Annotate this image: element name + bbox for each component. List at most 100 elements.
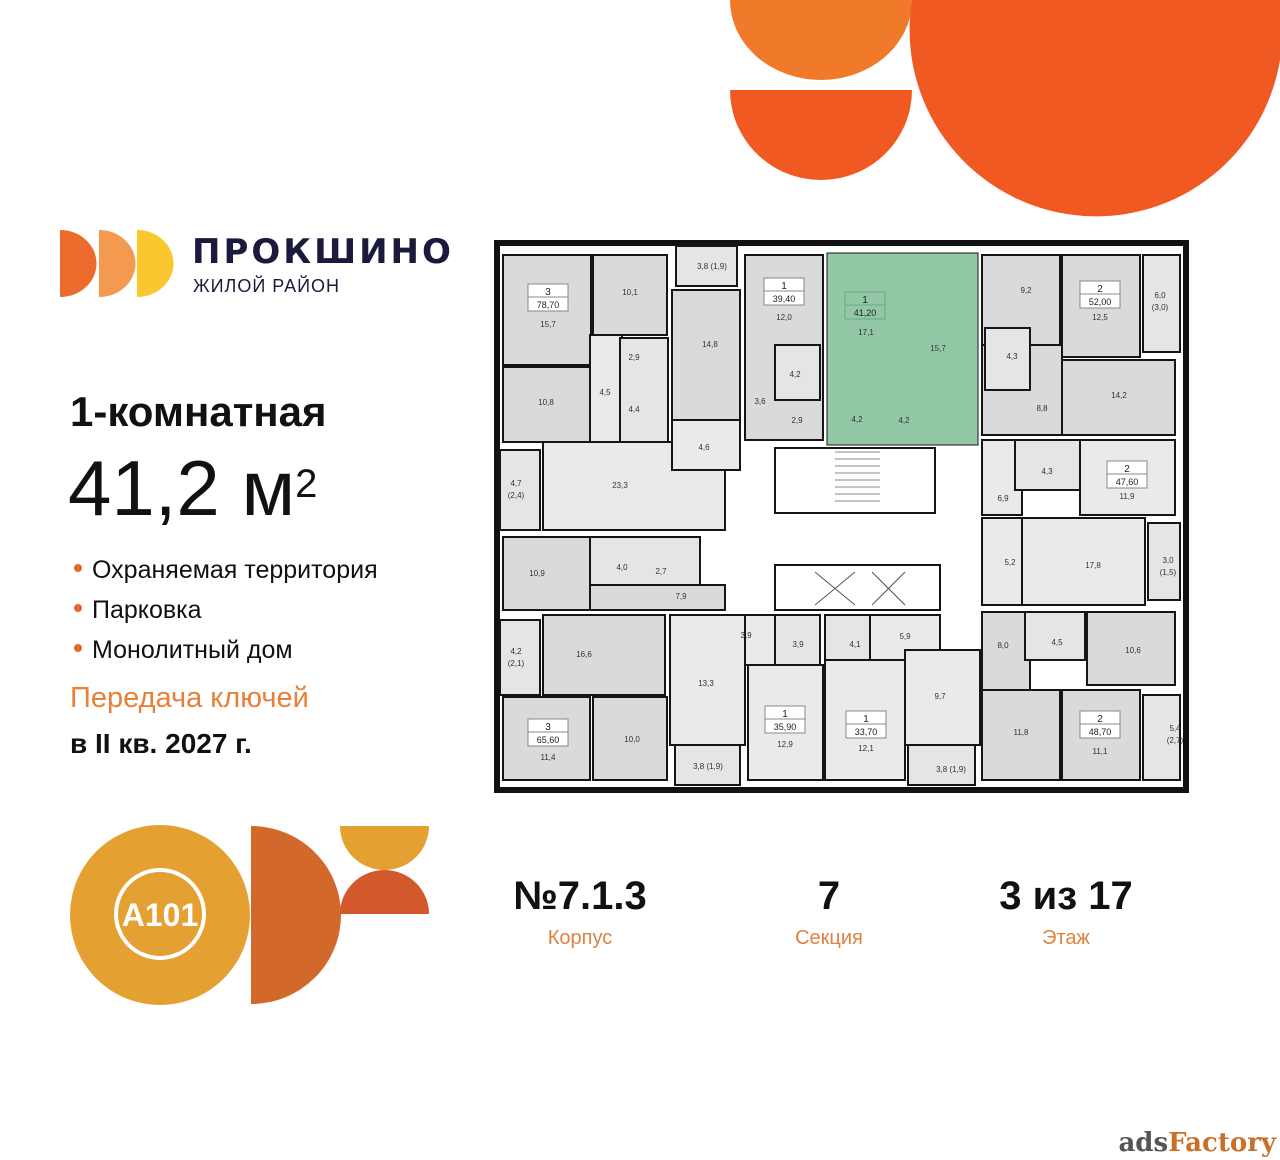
apartment-rooms: 2 [1124,464,1130,475]
room-area-label: (2,1) [508,659,525,668]
feature-item: Охраняемая территория [74,556,378,585]
feature-label: Охраняемая территория [92,556,378,584]
room [904,649,981,746]
apartment-rooms: 1 [781,281,787,292]
room-area-label: 11,9 [1120,492,1136,501]
apartment-area: 33,70 [855,727,878,737]
room-area-label: 2,9 [628,353,640,362]
stat-section: 7 Секция [709,874,949,950]
feature-label: Монолитный дом [92,636,293,664]
apartment-rooms: 1 [782,709,788,720]
wet-room-or-balcony [589,536,701,586]
room-area-label: 4,1 [849,640,861,649]
room-area-label: 3,8 (1,9) [936,765,966,774]
area-unit-sup: 2 [295,462,318,506]
keys-handover-label: Передача ключей [70,682,309,714]
apartment-area: 47,60 [1116,477,1139,487]
room-area-label: 7,9 [675,592,687,601]
room [669,614,746,746]
stat-value: 7 [817,874,841,918]
room-area-label: 14,8 [702,340,718,349]
room-area-label: 12,9 [777,740,793,749]
room-area-label: 23,3 [612,481,628,490]
room [589,584,726,611]
room-area-label: 12,0 [776,313,792,322]
stat-label: Этаж [1042,927,1090,949]
room-area-label: 15,7 [930,344,946,353]
deco-top-semicircle [730,0,912,80]
room-area-label: (2,4) [508,491,525,500]
room-area-label: 2,9 [791,416,803,425]
room [1079,439,1176,516]
room-area-label: 4,2 [510,647,522,656]
room-area-label: 17,1 [858,328,874,337]
room [592,254,668,336]
room-area-label: 5,4 [1169,724,1181,733]
room-area-label: 10,8 [538,398,554,407]
wet-room-or-balcony [619,337,669,443]
room [502,536,591,611]
room-area-label: 11,1 [1093,747,1109,756]
apartment-area: 48,70 [1089,727,1112,737]
stat-floor: 3 из 17 Этаж [946,874,1186,950]
room [981,689,1061,781]
room-area-label: 3,8 (1,9) [693,762,723,771]
room [981,611,1031,691]
apartment-rooms: 2 [1097,714,1103,725]
room [824,659,906,781]
room [592,696,668,781]
room [542,614,666,696]
room-area-label: 3,0 [1162,556,1174,565]
wet-room-or-balcony [774,614,821,666]
room-area-label: (3,0) [1152,303,1169,312]
watermark-part2: Factory [1168,1128,1276,1158]
room-area-label: 4,6 [698,443,710,452]
room [671,289,741,421]
area-value: 41,2 м [68,444,296,532]
apartment-rooms: 1 [862,295,868,306]
wet-room-or-balcony [907,744,976,786]
feature-label: Парковка [92,596,202,624]
room-area-label: 3,6 [754,397,766,406]
elevator-icon [871,571,906,606]
room-area-label: 12,1 [858,744,874,753]
room-area-label: 8,0 [997,641,1009,650]
wet-room-or-balcony [1147,522,1181,601]
wet-room-or-balcony [1024,611,1086,661]
stat-value: №7.1.3 [513,874,647,918]
room-area-label: 4,0 [616,563,628,572]
room-area-label: 9,7 [934,692,946,701]
deco-bottom-semicircle [730,90,912,180]
apartment-rooms: 1 [863,714,869,725]
stat-building: №7.1.3 Корпус [460,874,700,950]
room-area-label: 16,6 [576,650,592,659]
wet-room-or-balcony [675,245,738,287]
room-area-label: 14,2 [1111,391,1127,400]
elevator-icon [814,571,856,606]
room-area-label: 3,9 [792,640,804,649]
wet-room-or-balcony [984,327,1031,391]
wet-room-or-balcony [499,449,541,531]
room-area-label: 4,2 [898,416,910,425]
apartment-area: 78,70 [537,300,560,310]
room-area-label: 3,8 (1,9) [697,262,727,271]
room-area-label: 4,5 [1051,638,1063,647]
room [981,517,1023,606]
room-area-label: 10,9 [529,569,545,578]
room-area-label: 4,3 [1006,352,1018,361]
apartment-area: 39,40 [773,294,796,304]
room-area-label: 11,4 [541,753,557,762]
room-area-label: 3,9 [740,631,752,640]
room-area-label: 11,8 [1014,728,1030,737]
bullet-icon [74,564,82,573]
apartment-type: 1-комнатная [70,388,327,435]
room-area-label: 4,3 [1041,467,1053,476]
room-area-label: 4,7 [510,479,522,488]
brand-subtitle: ЖИЛОЙ РАЙОН [193,276,341,296]
room-area-label: (1,5) [1160,568,1177,577]
room [671,419,741,471]
room-area-label: (2,7) [1167,736,1184,745]
apartment-area: 41,20 [854,308,877,318]
